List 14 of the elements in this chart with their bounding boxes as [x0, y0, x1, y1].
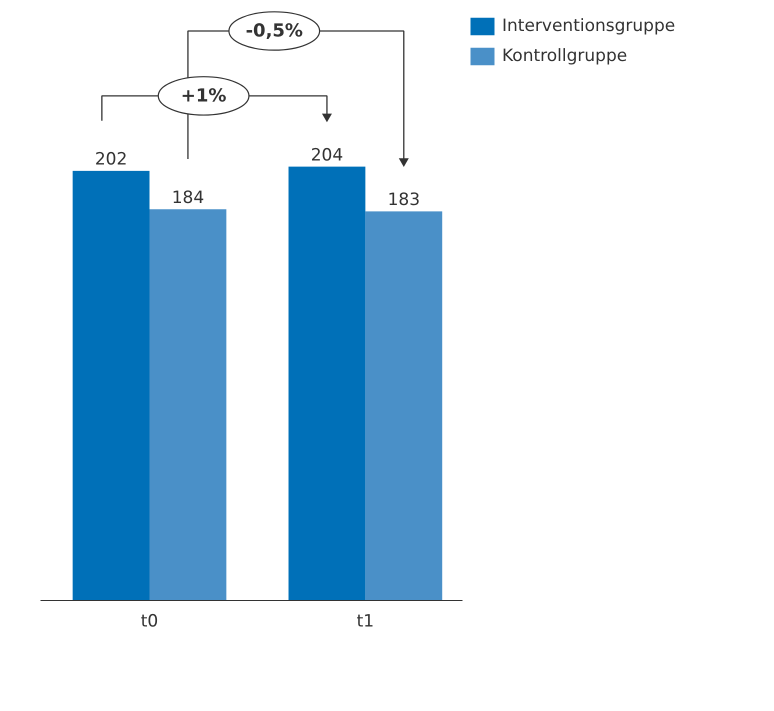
legend-label: Interventionsgruppe [502, 16, 676, 36]
data-label: 204 [310, 145, 344, 166]
x-tick-label: t0 [140, 612, 158, 632]
bar [365, 211, 442, 600]
bar [288, 166, 366, 600]
data-label: 183 [388, 190, 420, 210]
data-label: 184 [172, 188, 204, 208]
legend-label: Kontrollgruppe [502, 46, 628, 66]
text: -0,5% [246, 20, 303, 42]
bar [150, 209, 226, 600]
text: +1% [180, 85, 226, 106]
bar [72, 170, 150, 600]
data-label: 202 [94, 150, 128, 170]
x-tick-label: t1 [356, 612, 374, 632]
